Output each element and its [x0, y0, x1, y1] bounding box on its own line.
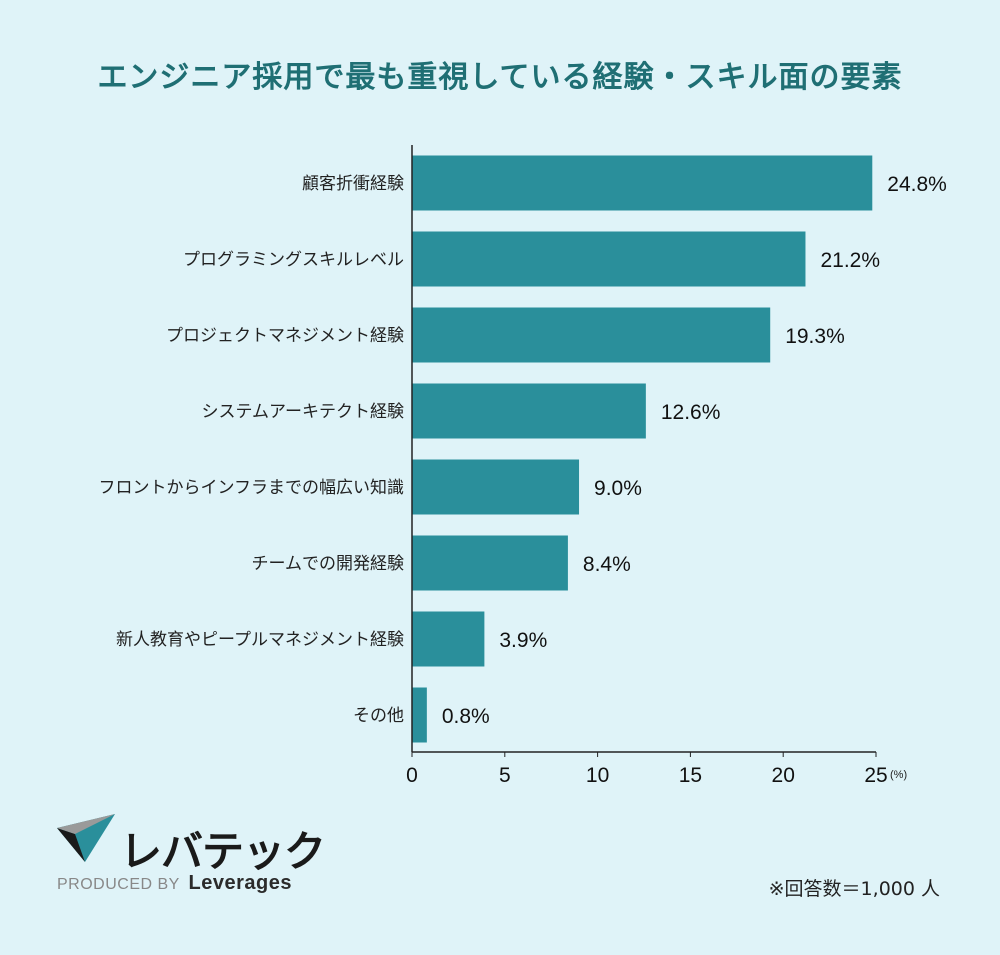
value-label: 3.9% [499, 629, 547, 652]
x-tick-label: 25 [864, 764, 887, 787]
value-label: 21.2% [820, 249, 880, 272]
produced-by-label: PRODUCED BY [57, 876, 180, 893]
category-label: システムアーキテクト経験 [202, 402, 404, 422]
bar [412, 611, 485, 667]
levtech-logo-icon [57, 814, 115, 862]
category-label: 新人教育やピープルマネジメント経験 [116, 630, 404, 650]
category-label: フロントからインフラまでの幅広い知識 [99, 478, 405, 498]
category-label: プロジェクトマネジメント経験 [166, 326, 404, 346]
bar-chart: 顧客折衝経験 24.8% プログラミングスキルレベル 21.2% プロジェクトマネジメン… [99, 145, 947, 787]
bar [412, 231, 806, 287]
bar [412, 535, 568, 591]
category-label: チームでの開発経験 [252, 554, 405, 574]
category-label: プログラミングスキルレベル [183, 250, 404, 270]
value-label: 0.8% [442, 705, 490, 728]
x-tick-label: 15 [679, 764, 702, 787]
value-label: 24.8% [887, 173, 947, 196]
value-label: 8.4% [583, 553, 631, 576]
category-label: 顧客折衝経験 [302, 174, 404, 194]
bar [412, 687, 427, 743]
company-name: Leverages [188, 872, 292, 894]
value-label: 12.6% [661, 401, 721, 424]
x-tick-label: 20 [772, 764, 795, 787]
respondents-note: ※回答数＝1,000 人 [768, 878, 940, 900]
x-tick-label: 0 [406, 764, 418, 787]
bar [412, 307, 771, 363]
x-tick-label: 5 [499, 764, 511, 787]
chart-title: エンジニア採用で最も重視している経験・スキル面の要素 [97, 60, 903, 95]
x-tick-label: 10 [586, 764, 609, 787]
bar [412, 383, 646, 439]
produced-by-line: PRODUCED BY Leverages [57, 872, 292, 895]
x-axis-unit: (%) [890, 769, 907, 781]
bar [412, 459, 580, 515]
bar [412, 155, 873, 211]
category-label: その他 [353, 706, 404, 726]
value-label: 9.0% [594, 477, 642, 500]
brand-logo-text: レバテック [120, 827, 326, 876]
value-label: 19.3% [785, 325, 845, 348]
